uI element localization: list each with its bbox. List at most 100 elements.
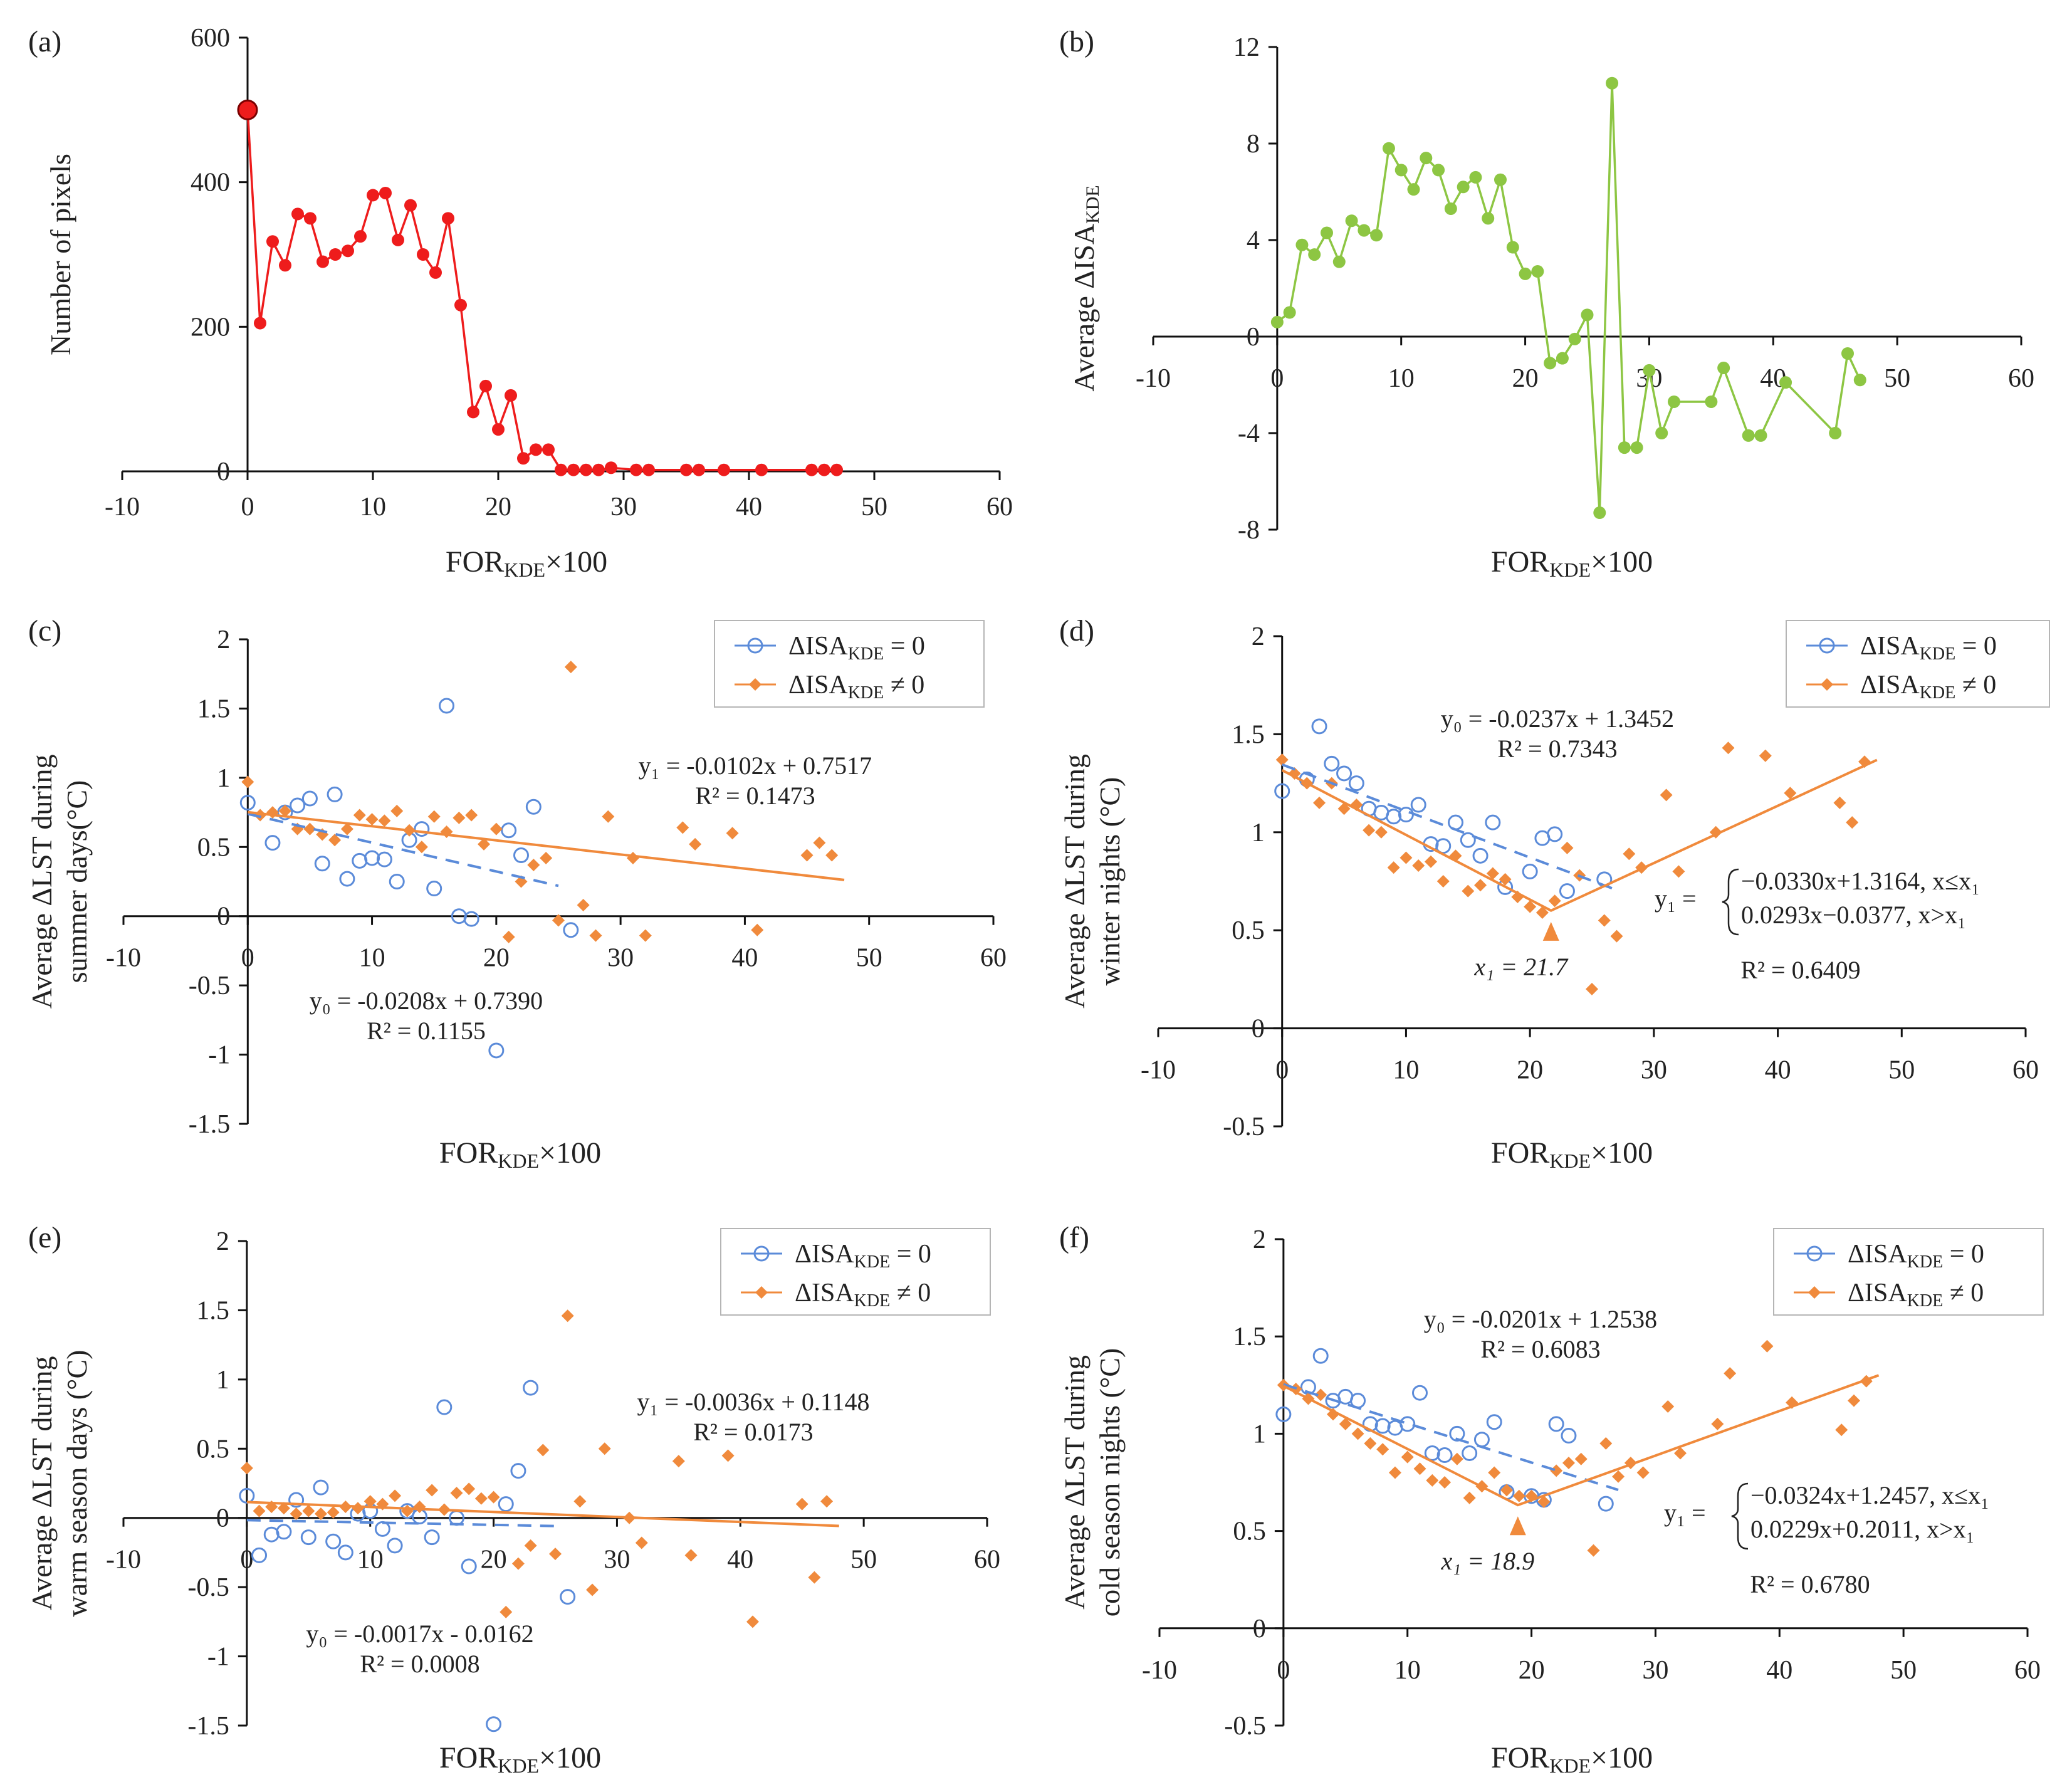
panel-label: (f) xyxy=(1059,1221,1089,1254)
data-point xyxy=(442,212,454,225)
scatter-point-zero xyxy=(337,1544,353,1561)
data-point xyxy=(479,379,492,392)
scatter-point-nonzero xyxy=(684,1549,698,1562)
x-tick-label: 60 xyxy=(986,493,1013,521)
legend-main: ΔISA xyxy=(1860,632,1920,661)
x-tick-label: 20 xyxy=(485,493,511,521)
scatter-point-nonzero xyxy=(450,1486,463,1499)
x-tick-label: 20 xyxy=(481,1546,507,1575)
scatter-point-nonzero xyxy=(1339,1417,1352,1430)
data-point xyxy=(1841,347,1854,360)
data-point xyxy=(266,235,279,248)
legend-sub: KDE xyxy=(848,683,884,703)
data-point xyxy=(1308,248,1321,261)
scatter-point-zero xyxy=(1312,1348,1329,1364)
trend-line-zero xyxy=(247,812,559,888)
data-point xyxy=(1432,164,1445,177)
scatter-point-nonzero xyxy=(549,1548,562,1561)
x-tick-label: 60 xyxy=(2014,1656,2041,1685)
y-tick-label: 1 xyxy=(1252,819,1265,847)
scatter-point-nonzero xyxy=(278,804,291,817)
scatter-point-nonzero xyxy=(1374,825,1388,839)
equation-nonzero-left-piece: −0.0324x+1.2457, x≤x₁ xyxy=(1750,1481,1989,1509)
data-point xyxy=(1643,364,1656,377)
scatter-point-nonzero xyxy=(1450,1452,1463,1465)
legend-frame xyxy=(714,620,985,708)
x-tick-label: 10 xyxy=(1388,364,1415,393)
scatter-point-nonzero xyxy=(1536,906,1549,920)
scatter-point-zero xyxy=(486,1716,502,1732)
data-point xyxy=(1506,241,1519,254)
data-point xyxy=(1742,429,1755,442)
x-tick-label: 10 xyxy=(359,944,385,973)
data-point xyxy=(718,463,730,476)
data-point xyxy=(1394,164,1408,177)
scatter-point-nonzero xyxy=(511,1557,525,1570)
data-point xyxy=(1283,306,1296,319)
data-point xyxy=(1519,267,1532,280)
panel-d-scatter-chart: (d) -10 0 10 20 30 40 50 60 -0.5 0 0.5 1 1.5 2 x₁ = 21.… xyxy=(1059,614,2050,1172)
legend-marker-nonzero xyxy=(755,1286,768,1299)
y-tick-label: 0.5 xyxy=(1233,1517,1266,1546)
scatter-point-nonzero xyxy=(1674,1447,1687,1460)
y-tick-label: 0 xyxy=(1247,323,1260,352)
trend-line-zero xyxy=(1282,763,1618,891)
y-tick-label: 1.5 xyxy=(196,1296,229,1325)
scatter-point-nonzero xyxy=(1711,1417,1724,1430)
scatter-point-zero xyxy=(339,871,355,887)
scatter-point-nonzero xyxy=(1587,1544,1600,1557)
scatter-point-nonzero xyxy=(1537,1496,1551,1509)
scatter-point-nonzero xyxy=(672,1455,685,1468)
scatter-point-nonzero xyxy=(1512,1489,1525,1502)
scatter-point-nonzero xyxy=(290,1507,303,1521)
data-point xyxy=(404,199,417,212)
scatter-point-nonzero xyxy=(1413,1462,1426,1475)
breakpoint-marker xyxy=(1542,921,1559,941)
x-tick-label: 50 xyxy=(856,944,882,973)
scatter-point-zero xyxy=(414,821,430,837)
equation-nonzero-lhs: y₁ = xyxy=(1655,884,1697,913)
x-tick-label: -10 xyxy=(106,1546,141,1575)
data-point xyxy=(467,406,479,419)
data-point xyxy=(1321,226,1333,239)
scatter-point-zero xyxy=(1275,1406,1292,1422)
scatter-point-nonzero xyxy=(487,1491,500,1504)
x-tick-label: 30 xyxy=(604,1546,630,1575)
x-title-main: FOR xyxy=(1491,1741,1549,1774)
scatter-point-zero xyxy=(314,856,330,872)
y-tick-label: 0.5 xyxy=(1232,916,1265,945)
y-axis-title-line2: cold season nights (°C) xyxy=(1094,1348,1126,1617)
x-tick-label: 30 xyxy=(1641,1056,1667,1085)
scatter-point-nonzero xyxy=(1612,1470,1625,1483)
scatter-point-nonzero xyxy=(808,1571,821,1584)
scatter-point-zero xyxy=(1410,797,1426,813)
legend-main: ΔISA xyxy=(1848,1240,1907,1269)
legend-main: ΔISA xyxy=(1848,1279,1907,1307)
data-point xyxy=(492,423,505,436)
data-point xyxy=(605,461,617,474)
equation-zero: y₀ = -0.0208x + 0.7390 xyxy=(310,987,543,1015)
scatter-point-zero xyxy=(387,1538,403,1554)
data-point xyxy=(454,298,467,312)
panel-label: (e) xyxy=(28,1221,61,1254)
data-point xyxy=(291,207,304,221)
scatter-point-zero xyxy=(313,1479,329,1496)
scatter-point-zero xyxy=(1436,1447,1453,1464)
legend-marker-zero xyxy=(1806,1245,1823,1262)
scatter-point-nonzero xyxy=(1401,1450,1414,1464)
data-point xyxy=(830,463,843,476)
scatter-point-zero xyxy=(301,790,318,807)
legend-label-zero: ΔISAKDE = 0 xyxy=(1860,632,1997,664)
x-axis-title: FORKDE×100 xyxy=(439,1741,601,1777)
y-axis-title-line2: warm season days (°C) xyxy=(61,1350,93,1617)
scatter-point-nonzero xyxy=(626,851,639,864)
x-tick-label: 60 xyxy=(974,1546,1000,1575)
scatter-point-nonzero xyxy=(1363,824,1376,837)
data-point xyxy=(680,463,693,476)
scatter-point-zero xyxy=(424,1529,440,1546)
scatter-point-zero xyxy=(1424,1445,1440,1461)
x-tick-label: -10 xyxy=(1136,364,1171,393)
